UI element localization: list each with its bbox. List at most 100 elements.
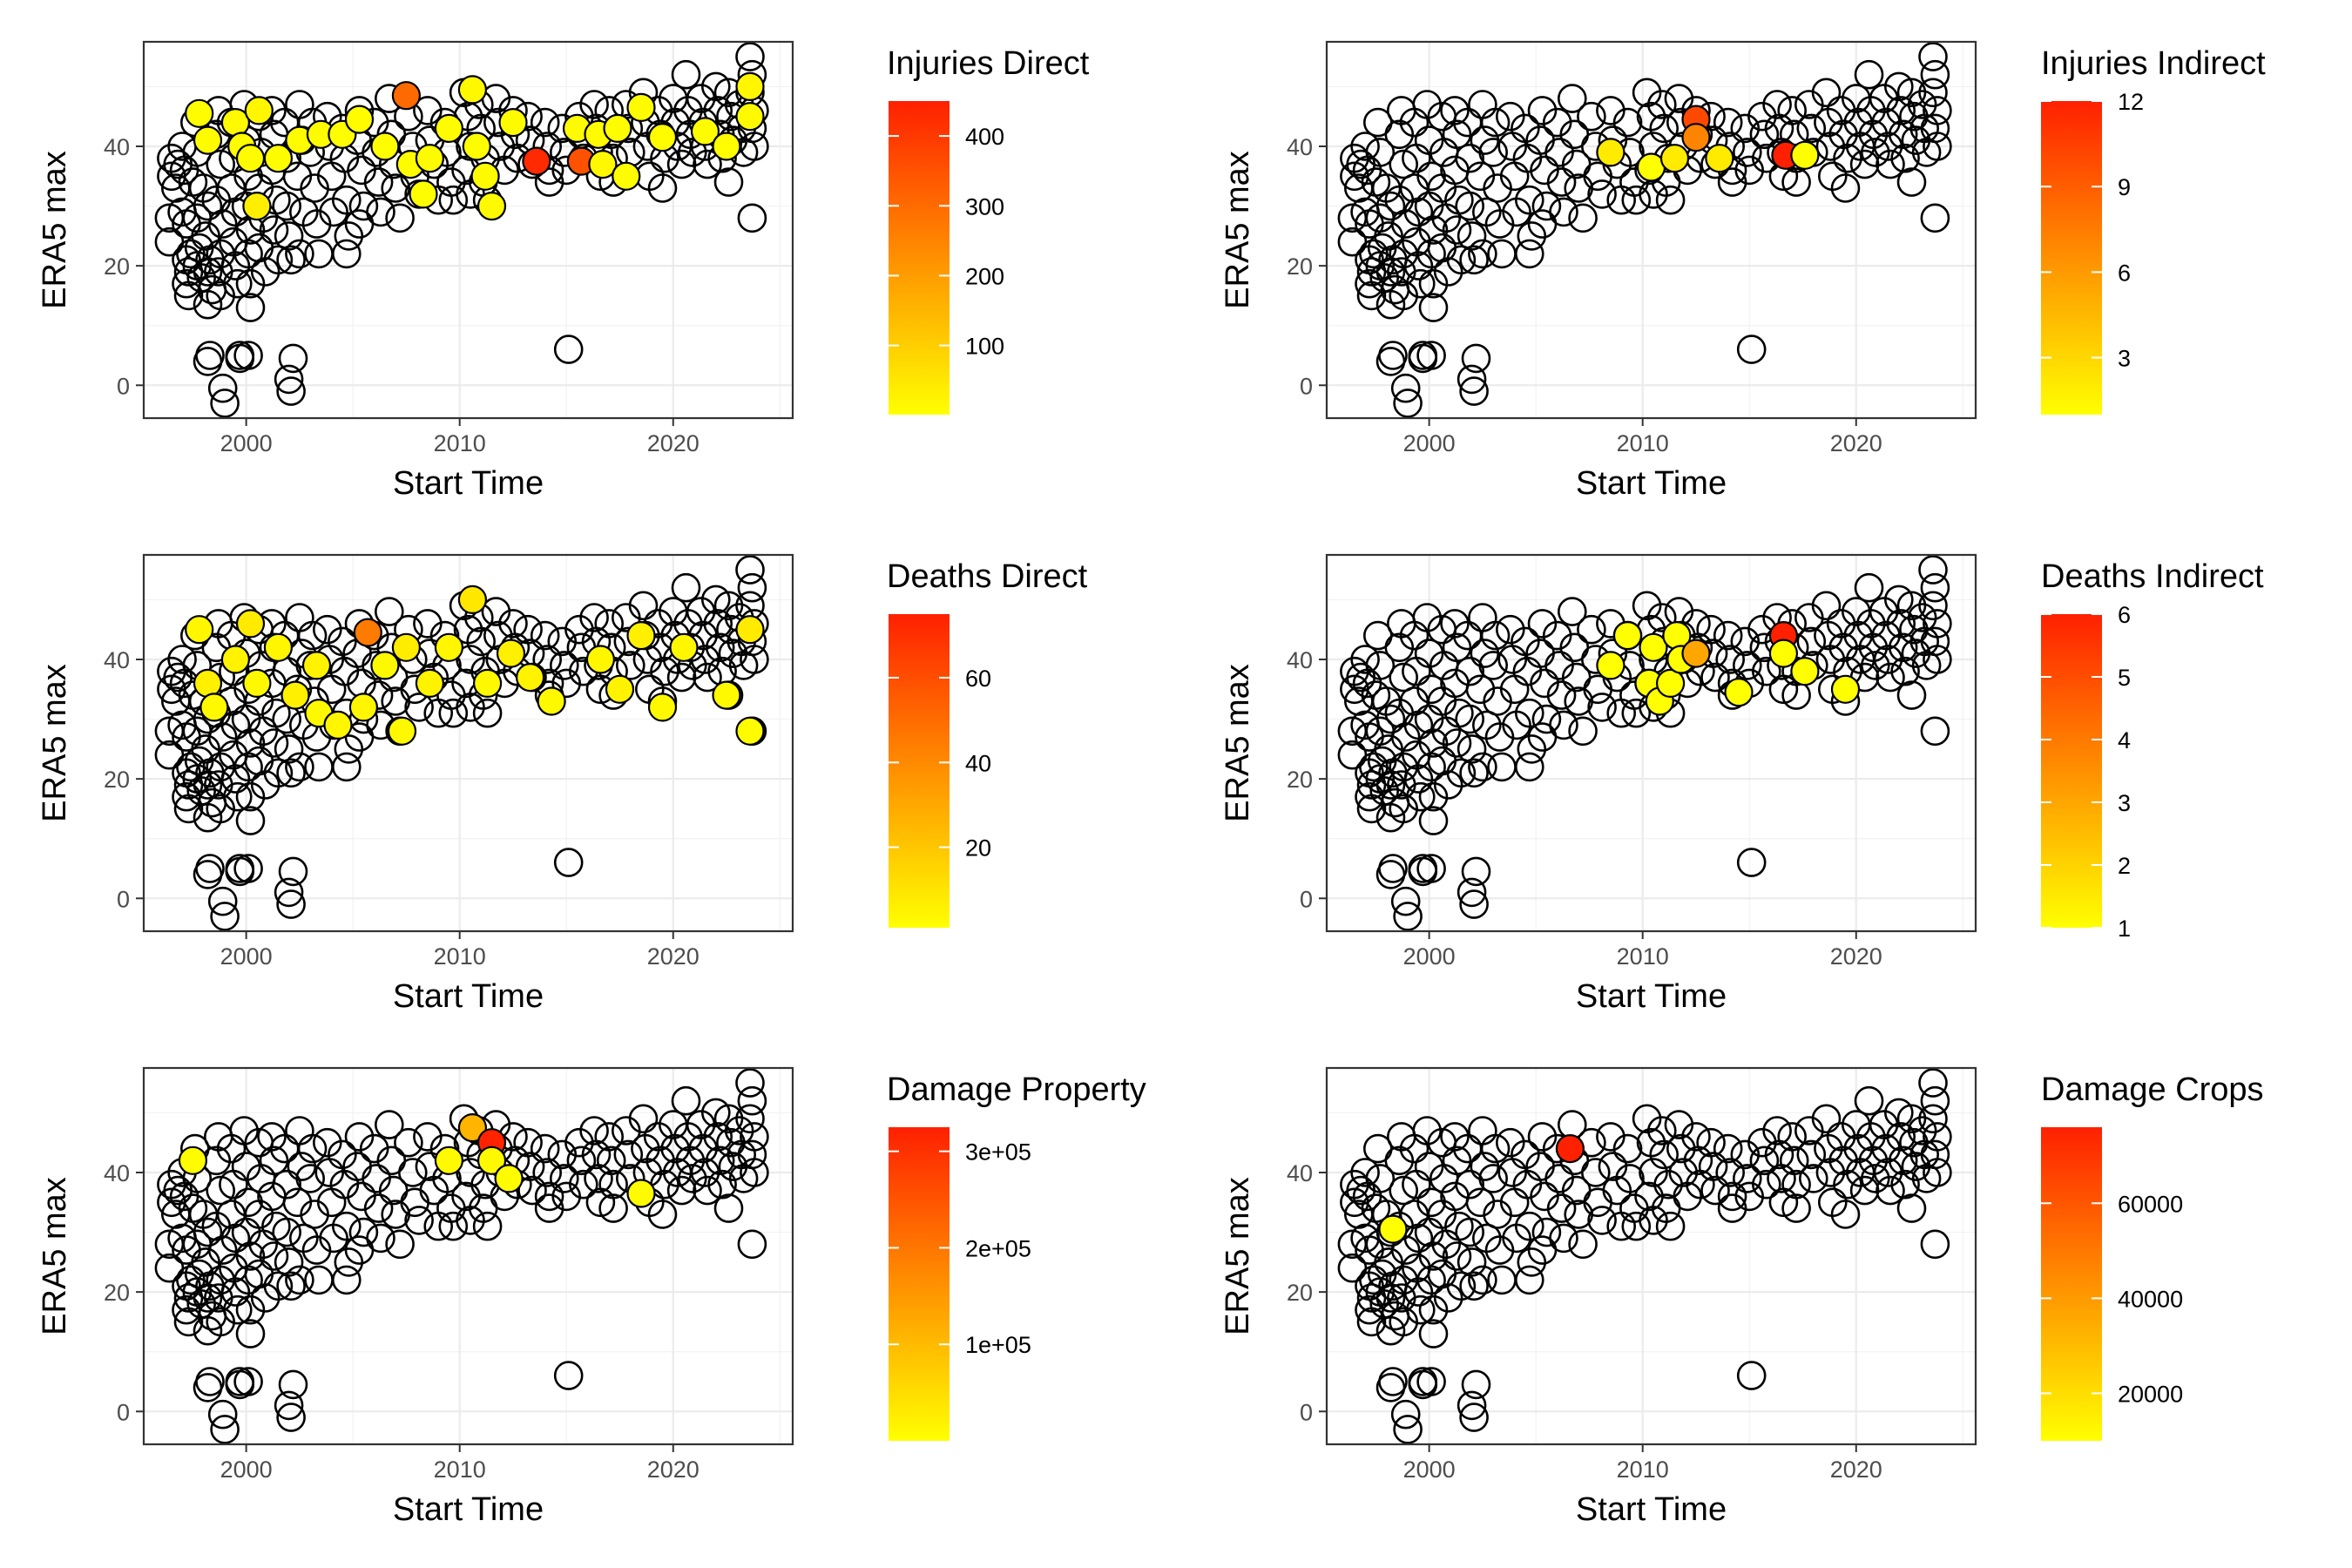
point-empty <box>193 1217 223 1247</box>
point-empty <box>1365 651 1396 680</box>
background-points <box>154 1068 769 1444</box>
point-highlighted <box>1681 123 1711 152</box>
colorbar-label: 40000 <box>2118 1286 2183 1312</box>
point-highlighted <box>242 668 272 699</box>
x-tick-label: 2010 <box>1617 430 1669 456</box>
point-empty <box>713 1104 744 1134</box>
point-empty <box>705 632 735 663</box>
point-empty <box>1406 781 1436 812</box>
point-empty <box>1632 591 1662 621</box>
point-empty <box>1517 221 1547 251</box>
point-empty <box>404 693 434 722</box>
x-tick-label: 2000 <box>1403 943 1456 970</box>
point-empty <box>700 585 731 615</box>
point-empty <box>705 1146 735 1176</box>
point-empty <box>1375 860 1406 889</box>
y-tick-label: 20 <box>1287 767 1313 793</box>
point-empty <box>1920 59 1950 90</box>
point-highlighted <box>612 161 641 191</box>
x-tick-label: 2010 <box>434 1456 486 1483</box>
point-highlighted <box>712 680 741 710</box>
point-empty <box>553 1361 584 1390</box>
point-empty <box>272 1217 302 1247</box>
point-empty <box>1713 620 1743 651</box>
point-empty <box>1418 268 1449 299</box>
point-highlighted <box>626 620 656 651</box>
point-empty <box>1558 597 1587 626</box>
point-empty <box>1700 662 1730 693</box>
point-empty <box>735 42 765 71</box>
point-empty <box>374 597 404 626</box>
point-empty <box>1418 1294 1449 1325</box>
point-empty <box>1896 1104 1927 1134</box>
point-highlighted <box>647 123 678 152</box>
y-tick-label: 40 <box>104 1160 130 1186</box>
point-empty <box>1918 1068 1948 1098</box>
point-empty <box>331 185 362 215</box>
point-highlighted <box>735 102 765 132</box>
point-highlighted <box>735 71 765 102</box>
point-highlighted <box>494 1164 524 1193</box>
point-empty <box>1920 1229 1950 1260</box>
point-highlighted <box>348 693 378 722</box>
point-empty <box>274 734 304 764</box>
point-empty <box>598 1193 628 1223</box>
point-empty <box>1412 1116 1442 1146</box>
point-empty <box>259 1146 289 1176</box>
point-highlighted <box>735 615 765 645</box>
point-empty <box>1715 1158 1745 1187</box>
point-empty <box>615 651 645 680</box>
point-highlighted <box>235 144 266 173</box>
x-axis-title: Start Time <box>1576 465 1727 502</box>
point-empty <box>1918 591 1948 621</box>
y-tick-label: 20 <box>104 253 130 280</box>
point-highlighted <box>1612 620 1643 651</box>
panel-damage-crops: 2000 2010 2020 0 20 40 Start Time ERA5 max Damag… <box>1220 1066 2264 1528</box>
point-empty <box>1655 1211 1686 1241</box>
point-empty <box>186 776 216 806</box>
point-highlighted <box>185 615 214 645</box>
y-tick-label: 40 <box>104 647 130 673</box>
point-highlighted <box>476 192 507 221</box>
point-empty <box>225 854 255 883</box>
x-tick-label: 2000 <box>220 943 273 970</box>
point-empty <box>724 1116 754 1146</box>
legend: Injuries Indirect 3 6 9 12 <box>2041 45 2266 415</box>
point-highlighted <box>244 96 274 125</box>
point-empty <box>1568 1229 1598 1260</box>
point-empty <box>285 239 314 269</box>
point-highlighted <box>457 75 488 105</box>
point-empty <box>207 886 238 916</box>
point-empty <box>278 1369 308 1400</box>
point-empty <box>1854 1085 1884 1116</box>
panel-border <box>1325 1066 1977 1446</box>
point-highlighted <box>496 639 526 668</box>
x-tick-label: 2010 <box>434 430 486 456</box>
point-empty <box>259 1241 289 1271</box>
point-empty <box>713 591 744 621</box>
point-empty <box>1446 245 1477 275</box>
point-empty <box>1920 113 1950 144</box>
point-empty <box>1418 781 1449 812</box>
point-empty <box>1749 1146 1780 1176</box>
colorbar-label: 60 <box>965 666 991 692</box>
point-empty <box>1647 1116 1677 1146</box>
point-highlighted <box>193 668 223 699</box>
point-empty <box>1849 149 1880 179</box>
point-empty <box>344 1122 375 1152</box>
colorbar <box>2041 614 2102 928</box>
point-empty <box>1459 376 1489 406</box>
point-empty <box>1612 107 1643 138</box>
point-empty <box>1811 1104 1842 1134</box>
point-empty <box>553 335 584 364</box>
point-empty <box>438 185 469 215</box>
point-empty <box>1393 389 1423 418</box>
point-highlighted <box>735 716 765 746</box>
background-points <box>154 555 769 931</box>
point-highlighted <box>409 179 438 209</box>
point-highlighted <box>1639 632 1668 662</box>
point-highlighted <box>1768 639 1799 668</box>
point-highlighted <box>457 1112 488 1143</box>
y-axis-title: ERA5 max <box>1220 1177 1256 1335</box>
point-empty <box>233 341 263 370</box>
